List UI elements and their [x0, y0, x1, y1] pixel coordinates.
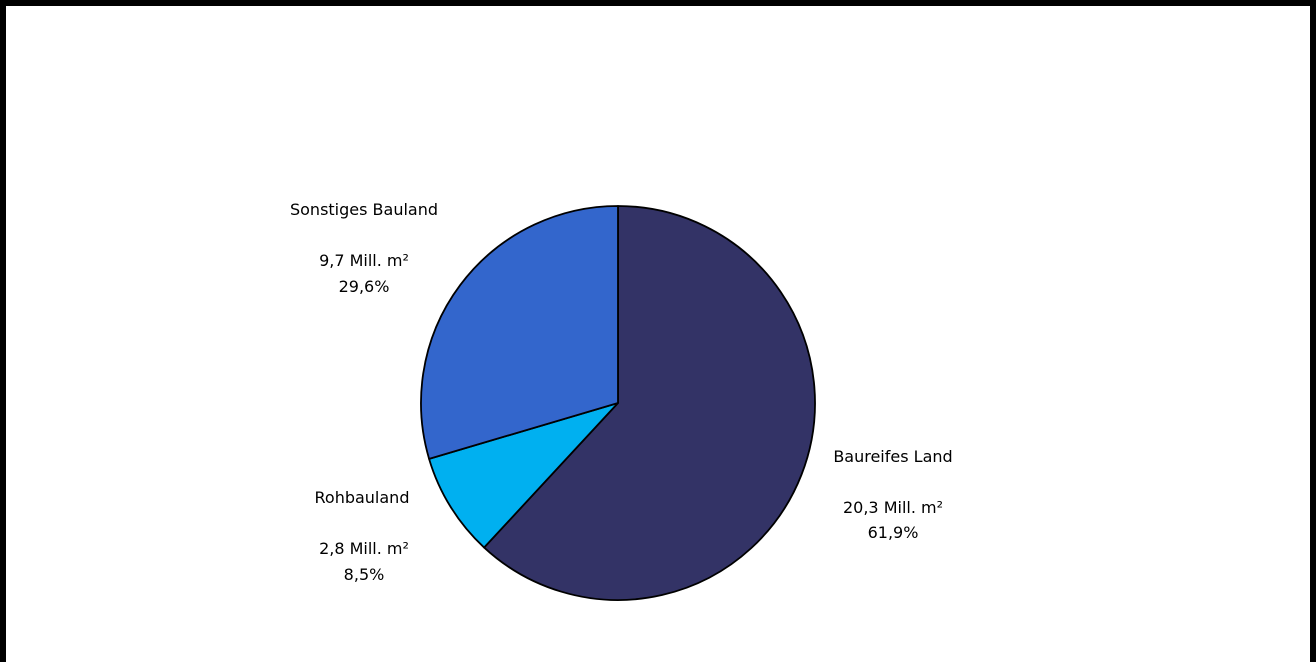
slice-label-sonstiges-bauland: Sonstiges Bauland 9,7 Mill. m² 29,6% — [290, 200, 438, 296]
slice-label-baureifes-land: Baureifes Land 20,3 Mill. m² 61,9% — [833, 447, 952, 542]
slice-percent-label: 61,9% — [868, 523, 919, 542]
slice-value-label: 20,3 Mill. m² — [843, 498, 943, 517]
pie-slice-rohbauland — [428, 402, 619, 549]
slice-label-rohbauland: Rohbauland 2,8 Mill. m² 8,5% — [315, 488, 410, 584]
slice-value-label: 9,7 Mill. m² — [319, 251, 409, 270]
slice-name-label: Baureifes Land — [833, 447, 952, 466]
slice-name-label: Rohbauland — [315, 488, 410, 507]
pie-slices — [420, 205, 816, 601]
pie-slice-sonstiges-bauland — [420, 205, 619, 460]
slice-value-label: 2,8 Mill. m² — [319, 539, 409, 558]
pie-slice-baureifes-land — [483, 205, 816, 601]
slice-percent-label: 29,6% — [339, 277, 390, 296]
slice-percent-label: 8,5% — [344, 565, 385, 584]
slice-name-label: Sonstiges Bauland — [290, 200, 438, 219]
